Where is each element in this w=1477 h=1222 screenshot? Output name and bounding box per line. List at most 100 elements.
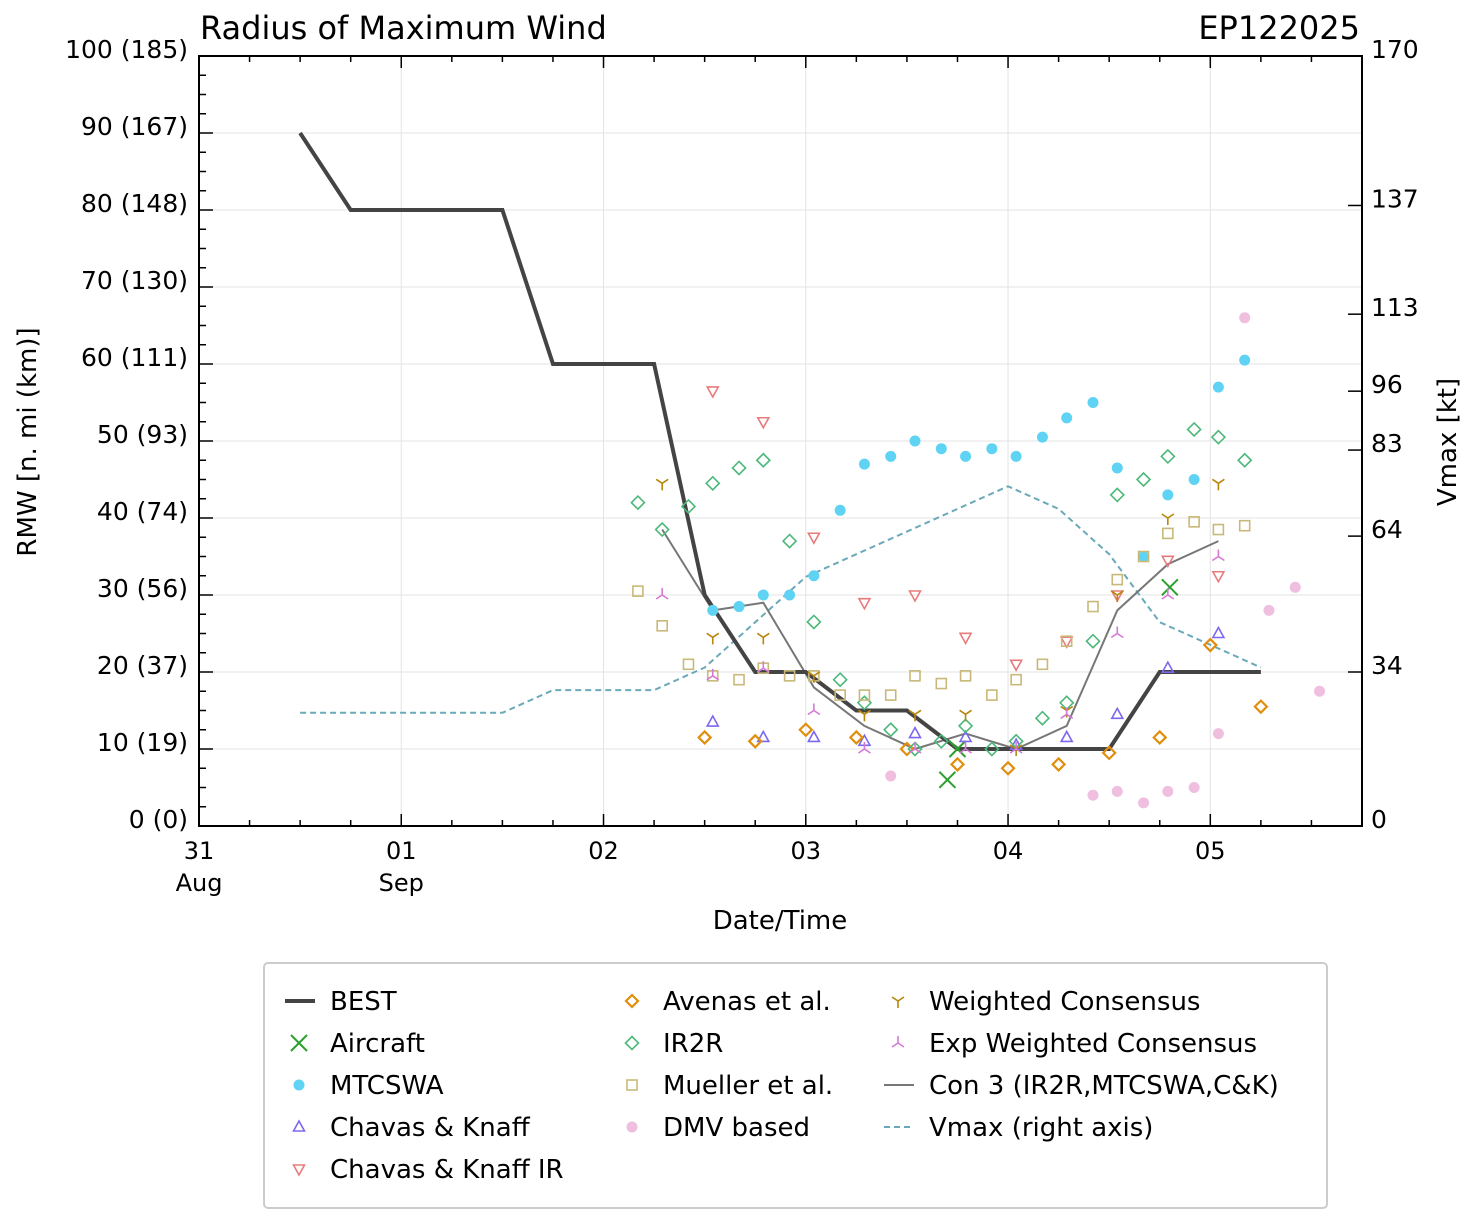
legend-label: Aircraft: [330, 1029, 425, 1059]
y-tick-label: 50 (93): [97, 420, 188, 449]
legend: BEST Aircraft MTCSWA Chavas & Knaff Chavas &…: [263, 962, 1328, 1209]
mueller-et-al-point: [656, 619, 668, 632]
dmv-based-point: [1289, 581, 1301, 593]
x-tick-sublabel: Sep: [379, 869, 424, 897]
exp-weighted-consensus-point: [756, 661, 770, 673]
weighted-consensus-point: [1110, 590, 1124, 602]
legend-item-mtcswa: MTCSWA: [293, 1071, 444, 1101]
mueller-et-al-point: [1238, 519, 1251, 532]
mtcswa-point: [1061, 412, 1073, 424]
plot-series: [298, 131, 1326, 809]
exp-weighted-consensus-point: [959, 742, 973, 754]
ir2r-point: [984, 741, 1000, 757]
mtcswa-point: [1212, 381, 1224, 393]
ir2r-point: [630, 494, 646, 511]
avenas-et-al-point: [848, 729, 864, 746]
x-tick-label: 04: [993, 837, 1024, 865]
chavas-knaff-ir-point: [857, 597, 872, 611]
series-best: [298, 131, 1261, 751]
mueller-et-al-point: [1137, 550, 1150, 563]
chavas-knaff-ir-point: [1009, 659, 1023, 672]
legend-symbol: [290, 1034, 308, 1052]
best-line: [298, 131, 1261, 751]
mtcswa-point: [960, 450, 972, 462]
weighted-consensus-point: [1009, 744, 1023, 756]
mueller-et-al-point: [858, 689, 871, 701]
legend-symbol: [626, 1121, 638, 1133]
y2-tick-label: 0: [1371, 805, 1387, 834]
mueller-et-al-point: [884, 689, 897, 701]
grid: [198, 55, 1362, 827]
y-tick-label: 70 (130): [81, 266, 188, 295]
chavas-knaff-point: [807, 729, 821, 743]
chavas-knaff-ir-point: [807, 532, 821, 545]
y-tick-label: 0 (0): [129, 805, 188, 834]
ir2r-point: [781, 533, 798, 549]
legend-label: Chavas & Knaff IR: [330, 1155, 564, 1185]
y-tick-label: 80 (148): [81, 189, 188, 218]
y-tick-label: 90 (167): [81, 112, 188, 141]
mueller-et-al-point: [682, 658, 695, 671]
weighted-consensus-point: [655, 478, 669, 491]
x-axis-label: Date/Time: [713, 906, 848, 936]
mtcswa-point: [1010, 450, 1022, 462]
y2-tick-label: 170: [1371, 35, 1419, 64]
aircraft-point: [1161, 578, 1179, 597]
weighted-consensus-point: [959, 709, 973, 722]
mueller-et-al-point: [986, 689, 998, 701]
con-3-ir2r-mtcswa-c-k-line: [661, 528, 1219, 751]
mtcswa-point: [858, 458, 870, 470]
ir2r-point: [1160, 448, 1176, 465]
chavas-knaff-ir-point: [1110, 590, 1125, 603]
series-mtcswa: [707, 354, 1251, 616]
chavas-knaff-ir-point: [1160, 555, 1175, 569]
mtcswa-point: [834, 504, 846, 516]
dmv-based-point: [1162, 785, 1174, 797]
series-avenas-et-al: [697, 637, 1269, 776]
y-tick-label: 60 (111): [81, 343, 188, 372]
mueller-et-al-point: [1111, 573, 1124, 586]
mueller-et-al-point: [783, 670, 796, 682]
exp-weighted-consensus-point: [1009, 742, 1023, 754]
legend-label: Avenas et al.: [663, 987, 831, 1017]
ir2r-point: [1237, 452, 1253, 468]
legend-symbol: [624, 1035, 640, 1051]
mtcswa-point: [935, 443, 947, 455]
mueller-et-al-point: [1188, 516, 1200, 528]
avenas-et-al-point: [1101, 745, 1117, 761]
legend-item-dmv-based: DMV based: [626, 1113, 810, 1143]
ir2r-point: [907, 741, 923, 757]
chavas-knaff-point: [1160, 660, 1175, 673]
ir2r-point: [1186, 421, 1202, 438]
avenas-et-al-point: [949, 756, 966, 772]
chavas-knaff-point: [1110, 706, 1125, 720]
ir2r-point: [705, 475, 721, 491]
legend-item-aircraft: Aircraft: [290, 1029, 425, 1059]
avenas-et-al-point: [1202, 637, 1218, 653]
mtcswa-point: [733, 601, 745, 613]
x-tick-label: 31: [184, 837, 215, 865]
y-tick-label: 30 (56): [97, 574, 188, 603]
chart-title: Radius of Maximum Wind: [200, 9, 607, 47]
legend-label: Weighted Consensus: [929, 987, 1200, 1017]
y-axis-label: RMW [n. mi (km)]: [13, 327, 43, 556]
chavas-knaff-point: [705, 714, 720, 727]
series-chavas-knaff-ir: [705, 386, 1226, 672]
series-con-3-ir2r-mtcswa-c-k: [661, 528, 1219, 751]
series-ir2r: [630, 421, 1253, 757]
legend-label: Vmax (right axis): [929, 1113, 1153, 1143]
y2-tick-label: 113: [1371, 293, 1419, 322]
mtcswa-point: [784, 589, 796, 601]
mtcswa-point: [1111, 462, 1123, 474]
dmv-based-point: [1314, 685, 1326, 697]
y-tick-label: 10 (19): [97, 728, 188, 757]
mtcswa-point: [808, 570, 820, 582]
series-vmax-right-axis: [300, 485, 1262, 714]
aircraft-point: [938, 771, 957, 789]
mueller-et-al-point: [1212, 523, 1225, 536]
weighted-consensus-point: [706, 632, 720, 645]
chavas-knaff-ir-point: [958, 632, 973, 646]
y2-tick-label: 96: [1371, 370, 1403, 399]
legend-item-vmax-right-axis: Vmax (right axis): [884, 1113, 1153, 1143]
mtcswa-point: [1188, 474, 1200, 485]
